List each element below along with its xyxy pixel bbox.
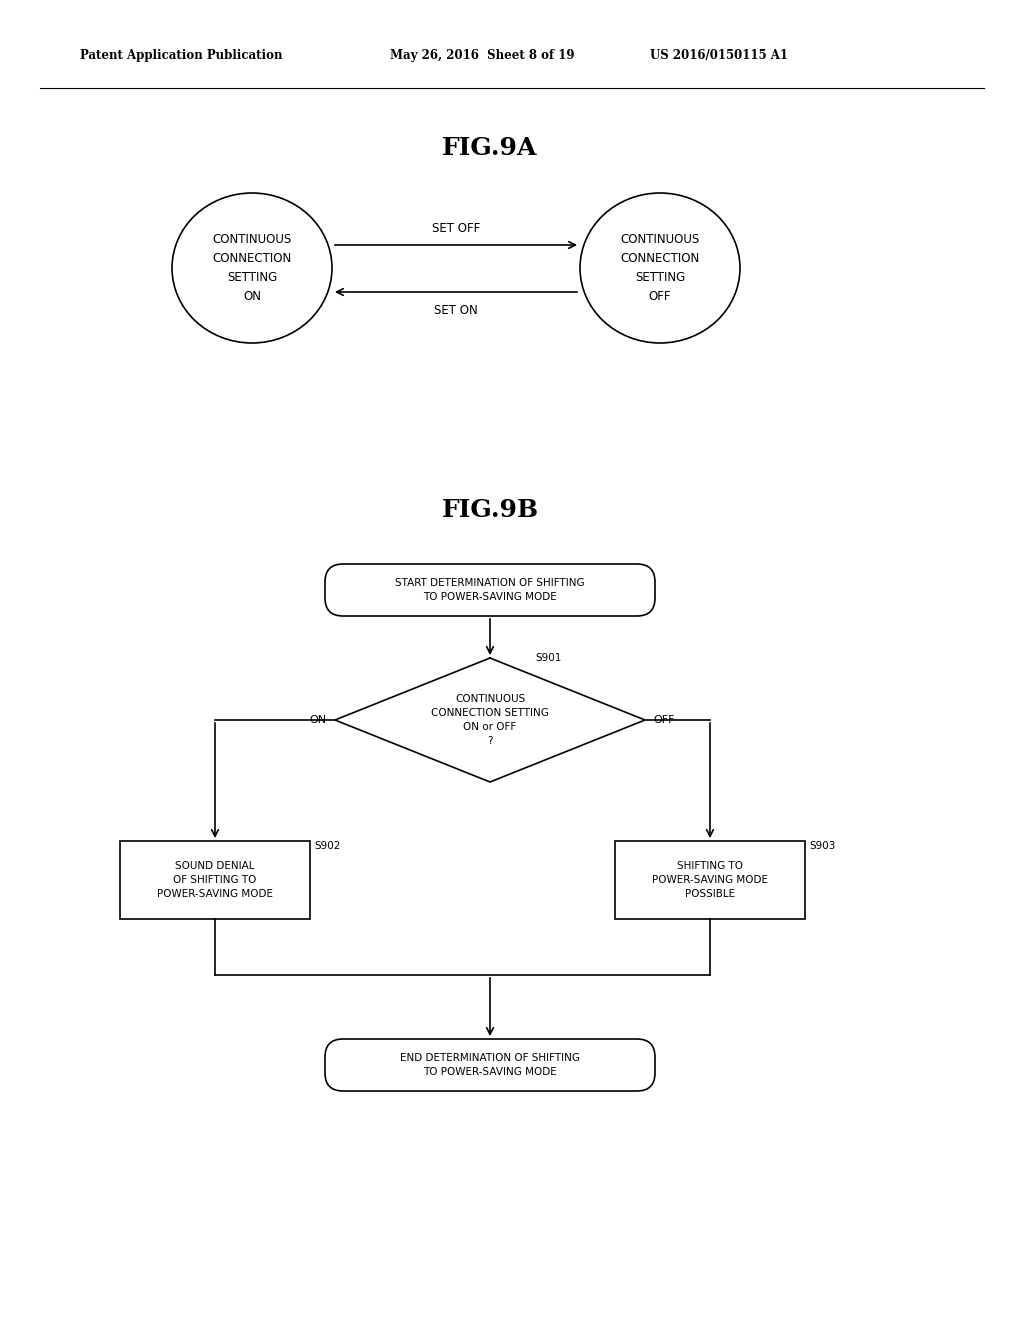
Text: ON: ON xyxy=(310,715,327,725)
Text: S903: S903 xyxy=(809,841,836,851)
Text: START DETERMINATION OF SHIFTING
TO POWER-SAVING MODE: START DETERMINATION OF SHIFTING TO POWER… xyxy=(395,578,585,602)
Text: FIG.9B: FIG.9B xyxy=(441,498,539,521)
Text: SET ON: SET ON xyxy=(434,304,478,317)
Bar xyxy=(615,841,805,919)
Bar xyxy=(120,841,310,919)
Text: SOUND DENIAL
OF SHIFTING TO
POWER-SAVING MODE: SOUND DENIAL OF SHIFTING TO POWER-SAVING… xyxy=(157,861,273,899)
Text: CONTINUOUS
CONNECTION SETTING
ON or OFF
?: CONTINUOUS CONNECTION SETTING ON or OFF … xyxy=(431,694,549,746)
Text: OFF: OFF xyxy=(653,715,675,725)
Text: US 2016/0150115 A1: US 2016/0150115 A1 xyxy=(650,49,788,62)
Text: END DETERMINATION OF SHIFTING
TO POWER-SAVING MODE: END DETERMINATION OF SHIFTING TO POWER-S… xyxy=(400,1053,580,1077)
Text: FIG.9A: FIG.9A xyxy=(442,136,538,160)
Text: CONTINUOUS
CONNECTION
SETTING
ON: CONTINUOUS CONNECTION SETTING ON xyxy=(212,234,292,304)
Text: S901: S901 xyxy=(535,653,561,663)
Text: S902: S902 xyxy=(314,841,340,851)
Text: May 26, 2016  Sheet 8 of 19: May 26, 2016 Sheet 8 of 19 xyxy=(390,49,574,62)
Text: CONTINUOUS
CONNECTION
SETTING
OFF: CONTINUOUS CONNECTION SETTING OFF xyxy=(621,234,699,304)
Text: SHIFTING TO
POWER-SAVING MODE
POSSIBLE: SHIFTING TO POWER-SAVING MODE POSSIBLE xyxy=(652,861,768,899)
Text: Patent Application Publication: Patent Application Publication xyxy=(80,49,283,62)
Text: SET OFF: SET OFF xyxy=(432,222,480,235)
